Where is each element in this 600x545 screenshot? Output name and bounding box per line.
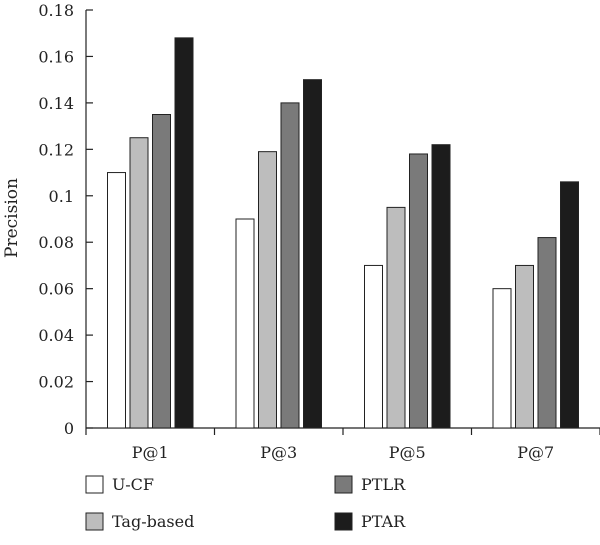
bar-tag-based-p3 bbox=[258, 151, 277, 429]
bar-ptar-p1 bbox=[174, 37, 194, 429]
legend-swatch-ptar bbox=[334, 512, 353, 531]
y-tick-label: 0.1 bbox=[49, 187, 74, 206]
x-tick-label: P@3 bbox=[260, 443, 297, 462]
bar-tag-based-p7 bbox=[515, 264, 534, 429]
y-tick-label: 0.04 bbox=[38, 326, 74, 345]
y-axis-title: Precision bbox=[2, 178, 22, 258]
bar-u-cf-p3 bbox=[235, 218, 255, 429]
x-tick-label: P@5 bbox=[389, 443, 426, 462]
x-tick-label: P@7 bbox=[517, 443, 554, 462]
legend-swatch-ptlr bbox=[334, 475, 353, 494]
y-tick-label: 0.16 bbox=[38, 47, 74, 66]
y-axis: 0 0.02 0.04 0.06 0.08 0.1 0.12 0.14 0.16 0.18 bbox=[38, 1, 93, 438]
bar-tag-based-p5 bbox=[386, 206, 406, 429]
bar-tag-based-p1 bbox=[129, 137, 149, 429]
y-tick-label: 0.14 bbox=[38, 94, 74, 113]
legend-label-tag-based: Tag-based bbox=[112, 512, 194, 531]
legend-label-u-cf: U-CF bbox=[112, 475, 154, 494]
bar-ptlr-p7 bbox=[537, 237, 557, 429]
y-tick-label: 0.08 bbox=[38, 233, 74, 252]
y-tick-label: 0.06 bbox=[38, 280, 74, 299]
y-tick-label: 0.12 bbox=[38, 140, 74, 159]
bar-u-cf-p1 bbox=[107, 172, 126, 429]
bar-ptar-p7 bbox=[560, 181, 579, 429]
bar-u-cf-p7 bbox=[492, 288, 512, 429]
legend-swatch-tag-based bbox=[85, 512, 104, 531]
bar-ptar-p3 bbox=[303, 79, 322, 429]
legend-swatch-u-cf bbox=[85, 475, 104, 494]
legend-label-ptlr: PTLR bbox=[361, 475, 406, 494]
x-tick-label: P@1 bbox=[132, 443, 169, 462]
bar-ptlr-p5 bbox=[409, 153, 428, 429]
y-tick-label: 0.18 bbox=[38, 1, 74, 20]
bar-ptar-p5 bbox=[431, 144, 451, 429]
legend: U-CF Tag-based PTLR PTAR bbox=[85, 475, 406, 531]
bars bbox=[107, 37, 579, 429]
legend-label-ptar: PTAR bbox=[361, 512, 406, 531]
bar-ptlr-p1 bbox=[152, 114, 171, 429]
bar-ptlr-p3 bbox=[280, 102, 300, 429]
bar-u-cf-p5 bbox=[364, 264, 383, 429]
y-tick-label: 0.02 bbox=[38, 373, 74, 392]
x-axis: P@1 P@3 P@5 P@7 bbox=[85, 427, 600, 462]
y-tick-label: 0 bbox=[64, 419, 74, 438]
